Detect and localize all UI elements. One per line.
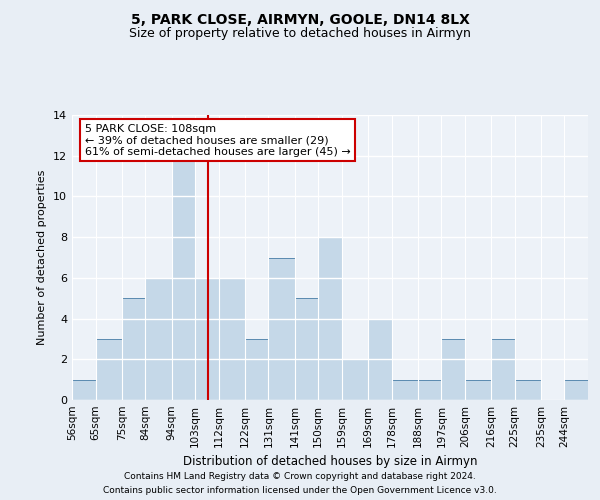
X-axis label: Distribution of detached houses by size in Airmyn: Distribution of detached houses by size …: [183, 456, 477, 468]
Bar: [465, 380, 491, 400]
Bar: [368, 318, 392, 400]
Bar: [172, 156, 195, 400]
Text: Contains HM Land Registry data © Crown copyright and database right 2024.: Contains HM Land Registry data © Crown c…: [124, 472, 476, 481]
Text: Contains public sector information licensed under the Open Government Licence v3: Contains public sector information licen…: [103, 486, 497, 495]
Bar: [72, 380, 95, 400]
Bar: [565, 380, 588, 400]
Text: Size of property relative to detached houses in Airmyn: Size of property relative to detached ho…: [129, 28, 471, 40]
Text: 5, PARK CLOSE, AIRMYN, GOOLE, DN14 8LX: 5, PARK CLOSE, AIRMYN, GOOLE, DN14 8LX: [131, 12, 469, 26]
Bar: [515, 380, 541, 400]
Bar: [342, 360, 368, 400]
Bar: [95, 339, 122, 400]
Bar: [418, 380, 442, 400]
Bar: [245, 339, 268, 400]
Text: 5 PARK CLOSE: 108sqm
← 39% of detached houses are smaller (29)
61% of semi-detac: 5 PARK CLOSE: 108sqm ← 39% of detached h…: [85, 124, 350, 157]
Bar: [195, 278, 218, 400]
Bar: [491, 339, 515, 400]
Bar: [145, 278, 172, 400]
Bar: [318, 237, 342, 400]
Bar: [392, 380, 418, 400]
Bar: [218, 278, 245, 400]
Bar: [268, 258, 295, 400]
Bar: [442, 339, 465, 400]
Bar: [122, 298, 145, 400]
Bar: [295, 298, 318, 400]
Y-axis label: Number of detached properties: Number of detached properties: [37, 170, 47, 345]
